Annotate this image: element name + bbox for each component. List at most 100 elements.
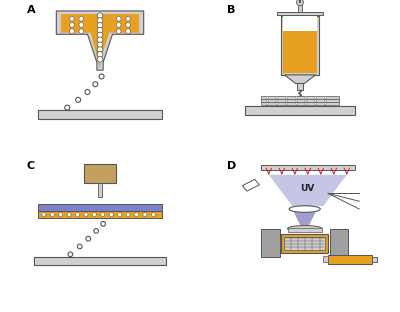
Bar [38,110,162,119]
Text: A: A [27,5,35,15]
Circle shape [276,99,278,101]
Circle shape [70,16,74,21]
Circle shape [94,228,98,233]
Circle shape [85,90,90,95]
Bar [283,16,317,31]
Circle shape [79,16,84,21]
Circle shape [97,18,103,23]
Bar [261,99,339,102]
Bar [372,256,377,262]
Ellipse shape [288,226,322,232]
Circle shape [97,32,103,38]
Circle shape [101,212,105,217]
Circle shape [276,102,278,104]
Bar [261,165,355,170]
Circle shape [68,252,73,256]
Bar [299,0,301,3]
Circle shape [70,23,74,27]
Circle shape [77,244,82,249]
Circle shape [70,29,74,33]
Circle shape [99,74,104,79]
Circle shape [324,99,326,101]
Circle shape [67,212,71,217]
Circle shape [97,56,103,62]
Bar [38,203,162,211]
Circle shape [93,82,98,87]
Circle shape [65,105,70,110]
Circle shape [84,212,88,217]
Bar [323,256,328,262]
Circle shape [286,99,288,101]
Circle shape [109,212,113,217]
Circle shape [116,23,121,27]
Text: UV: UV [301,184,315,193]
Circle shape [97,27,103,33]
Circle shape [116,29,121,33]
Circle shape [126,212,130,217]
Bar [298,3,302,12]
Bar [34,256,166,265]
Circle shape [305,96,307,98]
Bar [261,96,339,99]
Circle shape [143,212,147,217]
Circle shape [79,29,84,33]
Circle shape [305,102,307,104]
Circle shape [134,212,138,217]
Circle shape [101,222,106,226]
Bar [84,164,116,183]
Polygon shape [56,11,144,70]
Circle shape [97,51,103,57]
Bar [276,12,323,15]
Polygon shape [284,75,316,83]
Circle shape [314,99,317,101]
Circle shape [79,23,84,27]
Polygon shape [294,212,316,226]
Circle shape [116,16,121,21]
Circle shape [266,99,268,101]
Circle shape [126,29,130,33]
Circle shape [266,102,268,104]
Bar [284,237,325,250]
Bar [288,228,322,232]
Circle shape [97,42,103,47]
Circle shape [286,102,288,104]
Bar [261,229,280,257]
Polygon shape [61,14,139,69]
Circle shape [314,96,317,98]
Bar [330,229,348,257]
Circle shape [97,47,103,52]
Circle shape [92,212,96,217]
Bar [245,106,355,115]
Circle shape [50,212,54,217]
Circle shape [286,96,288,98]
Circle shape [76,97,81,102]
Circle shape [97,37,103,43]
Circle shape [324,102,326,104]
Bar [281,16,319,75]
Circle shape [151,212,155,217]
Text: C: C [27,161,35,171]
Text: D: D [227,161,236,171]
Ellipse shape [289,206,320,212]
Circle shape [295,96,297,98]
Bar [377,258,385,261]
Circle shape [42,212,46,217]
Circle shape [295,99,297,101]
Circle shape [118,212,122,217]
Circle shape [126,23,130,27]
Circle shape [97,22,103,28]
Bar [38,211,162,218]
Bar [261,102,339,105]
Circle shape [126,16,130,21]
Text: B: B [227,5,235,15]
Bar [283,31,317,73]
Circle shape [276,96,278,98]
Circle shape [76,212,80,217]
Polygon shape [242,179,260,191]
Circle shape [314,102,317,104]
Polygon shape [269,175,347,206]
Bar [281,234,328,253]
Circle shape [296,0,304,6]
Bar [328,255,372,264]
Circle shape [266,96,268,98]
